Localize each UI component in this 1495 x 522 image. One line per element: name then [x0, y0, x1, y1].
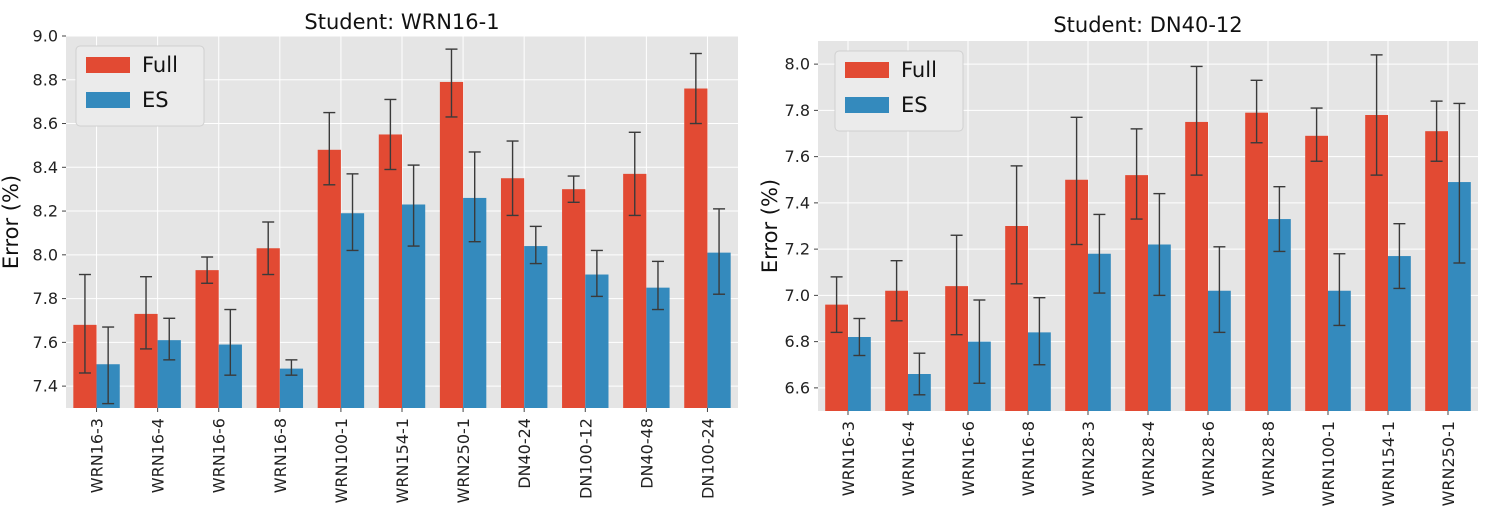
legend-swatch-full — [86, 57, 130, 73]
chart-title: Student: WRN16-1 — [304, 10, 499, 34]
bar-es-wrn154-1 — [1388, 256, 1411, 411]
xtick-label: WRN154-1 — [393, 418, 412, 503]
bar-es-wrn100-1 — [1328, 290, 1351, 411]
ytick-label: 8.0 — [785, 55, 810, 74]
legend-label-es: ES — [901, 93, 928, 117]
chart-panel-right: 6.6 6.8 7.0 7.2 7.4 7.6 7.8 8.0 WRN16-3 WRN16-4 WR… — [758, 13, 1478, 506]
ytick-label: 7.0 — [785, 286, 810, 305]
xtick-label: WRN28-8 — [1259, 421, 1278, 496]
bar-full-wrn16-6 — [945, 286, 968, 411]
legend-swatch-es — [845, 97, 889, 113]
bar-full-wrn28-6 — [1185, 121, 1208, 411]
xtick-label: WRN154-1 — [1379, 421, 1398, 506]
bar-full-wrn28-8 — [1245, 112, 1268, 411]
bar-full-wrn16-6 — [195, 270, 219, 408]
ytick-label: 7.6 — [785, 147, 810, 166]
xtick-label: WRN250-1 — [1439, 421, 1458, 506]
bar-es-wrn16-6 — [218, 344, 242, 408]
xtick-label: WRN28-6 — [1199, 421, 1218, 496]
ytick-label: 8.4 — [33, 158, 58, 177]
bar-es-wrn250-1 — [1448, 182, 1471, 411]
bar-full-wrn16-8 — [256, 248, 280, 408]
bar-full-wrn154-1 — [1365, 115, 1388, 411]
bar-es-wrn16-8 — [279, 368, 304, 408]
bar-full-wrn28-3 — [1065, 179, 1088, 411]
xtick-label: DN40-48 — [637, 418, 656, 489]
bar-full-dn40-48 — [623, 173, 647, 408]
xtick-label: DN100-12 — [576, 418, 595, 499]
ytick-label: 9.0 — [33, 27, 58, 46]
xtick-label: DN100-24 — [698, 418, 717, 499]
legend: Full ES — [834, 50, 964, 132]
xtick-label: WRN100-1 — [1319, 421, 1338, 506]
xtick-label: DN40-24 — [515, 418, 534, 489]
ytick-label: 7.8 — [785, 101, 810, 120]
xtick-label: WRN250-1 — [454, 418, 473, 503]
ytick-label: 7.4 — [33, 377, 58, 396]
xtick-label: WRN16-8 — [1019, 421, 1038, 496]
ytick-label: 7.2 — [785, 240, 810, 259]
xtick-label: WRN16-3 — [88, 418, 107, 493]
bar-full-wrn16-8 — [1005, 226, 1028, 411]
bar-full-wrn16-3 — [825, 304, 848, 411]
xtick-label: WRN16-8 — [271, 418, 290, 493]
ytick-label: 7.8 — [33, 289, 58, 308]
xtick-label: WRN16-3 — [839, 421, 858, 496]
ytick-label: 8.8 — [33, 70, 58, 89]
bar-full-dn100-12 — [562, 189, 586, 408]
ytick-label: 8.6 — [33, 114, 58, 133]
bar-es-dn100-12 — [585, 274, 609, 408]
xtick-label: WRN28-4 — [1139, 421, 1158, 496]
legend-swatch-es — [86, 92, 130, 108]
bar-full-wrn154-1 — [378, 134, 402, 408]
bar-es-wrn28-8 — [1268, 219, 1291, 411]
bar-es-dn100-24 — [707, 252, 731, 408]
bar-es-wrn250-1 — [463, 197, 487, 408]
bar-full-wrn250-1 — [1425, 131, 1448, 411]
bar-es-wrn100-1 — [340, 213, 365, 408]
ytick-label: 8.2 — [33, 202, 58, 221]
bar-es-wrn28-4 — [1148, 244, 1171, 411]
chart-title: Student: DN40-12 — [1053, 13, 1242, 37]
bar-es-wrn16-8 — [1028, 332, 1051, 411]
bar-es-dn40-24 — [524, 246, 548, 408]
ytick-label: 7.4 — [785, 193, 810, 212]
bar-es-wrn154-1 — [402, 204, 426, 408]
xtick-label: WRN28-3 — [1079, 421, 1098, 496]
y-axis-label: Error (%) — [0, 175, 23, 269]
ytick-label: 7.6 — [33, 333, 58, 352]
xtick-label: WRN16-6 — [210, 418, 229, 493]
bar-full-wrn250-1 — [439, 81, 464, 408]
xtick-label: WRN100-1 — [332, 418, 351, 503]
xtick-label: WRN16-4 — [149, 418, 168, 493]
chart-panel-left: 7.4 7.6 7.8 8.0 8.2 8.4 8.6 8.8 9.0 WRN16-3 WRN16-… — [0, 10, 738, 503]
bar-full-dn40-24 — [500, 178, 525, 408]
ytick-label: 8.0 — [33, 245, 58, 264]
bar-full-wrn16-4 — [134, 313, 158, 408]
bar-es-wrn28-6 — [1208, 290, 1231, 411]
bar-full-wrn100-1 — [1305, 135, 1328, 411]
legend-label-full: Full — [142, 53, 178, 77]
bar-full-wrn100-1 — [317, 149, 341, 408]
legend: Full ES — [75, 45, 205, 127]
legend-swatch-full — [845, 62, 889, 78]
xtick-label: WRN16-4 — [899, 421, 918, 496]
legend-label-es: ES — [142, 88, 169, 112]
bar-full-dn100-24 — [684, 88, 708, 409]
bar-es-wrn16-4 — [157, 340, 181, 408]
ytick-label: 6.6 — [785, 378, 810, 397]
y-axis-label: Error (%) — [758, 179, 782, 273]
ytick-label: 6.8 — [785, 332, 810, 351]
bar-es-dn40-48 — [646, 287, 670, 408]
xtick-label: WRN16-6 — [959, 421, 978, 496]
bar-full-wrn28-4 — [1125, 175, 1148, 411]
legend-label-full: Full — [901, 58, 937, 82]
